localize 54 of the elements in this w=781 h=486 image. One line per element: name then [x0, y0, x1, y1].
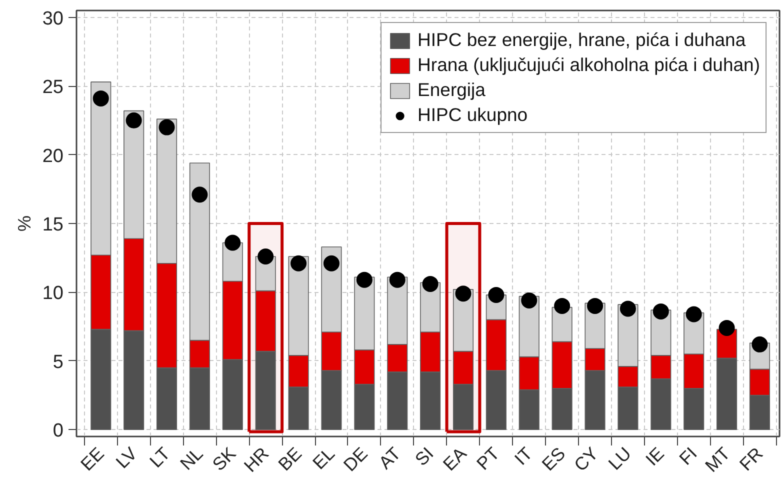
- x-tick-label: EE: [76, 443, 108, 475]
- point: [192, 186, 208, 203]
- x-tick-label: NL: [176, 443, 207, 474]
- point: [258, 248, 274, 264]
- x-tick-label: LU: [604, 443, 636, 474]
- x-tick-label: MT: [701, 443, 734, 476]
- point: [488, 286, 504, 303]
- point: [422, 276, 438, 292]
- x-tick-label: IT: [510, 443, 536, 469]
- x-tick-label: SK: [208, 443, 240, 475]
- x-tick-label: PT: [472, 443, 504, 474]
- y-tick-label: 0: [52, 420, 64, 442]
- point: [126, 112, 142, 128]
- point: [587, 298, 604, 314]
- point: [290, 255, 307, 272]
- x-tick-label: IE: [642, 443, 668, 470]
- point: [323, 255, 340, 272]
- x-tick-label: EA: [439, 443, 470, 475]
- legend-label: Hrana (uključujući alkoholna pića i duhan): [418, 54, 760, 76]
- y-tick-label: 5: [52, 352, 64, 373]
- point: [455, 286, 472, 302]
- y-axis-title: %: [14, 215, 34, 232]
- x-tick-label: BE: [274, 443, 306, 475]
- x-tick-label: LT: [146, 443, 174, 472]
- point: [521, 292, 538, 308]
- legend-label: HIPC ukupno: [418, 104, 528, 126]
- legend-label: HIPC bez energije, hrane, pića i duhana: [418, 29, 746, 51]
- point: [356, 272, 372, 288]
- x-tick-label: EL: [308, 443, 339, 474]
- point: [652, 303, 669, 320]
- y-tick-label: 15: [42, 214, 64, 236]
- x-tick-label: CY: [570, 443, 602, 476]
- x-tick-label: ES: [538, 443, 570, 475]
- x-tick-label: AT: [374, 443, 404, 473]
- x-tick-label: DE: [340, 443, 372, 476]
- y-tick-label: 25: [42, 77, 64, 98]
- point: [158, 119, 175, 136]
- x-tick-label: HR: [240, 443, 273, 476]
- y-tick-label: 30: [42, 8, 64, 30]
- point: [554, 298, 570, 314]
- point: [752, 336, 768, 352]
- x-tick-label: LV: [112, 443, 141, 472]
- y-tick-label: 10: [42, 283, 64, 304]
- y-tick-label: 20: [42, 146, 64, 167]
- point: [718, 320, 735, 336]
- point: [620, 300, 636, 317]
- x-tick-label: FR: [736, 443, 767, 475]
- x-tick-label: FI: [675, 443, 701, 469]
- point: [686, 306, 702, 322]
- point: [389, 272, 406, 288]
- point: [92, 90, 109, 106]
- point: [224, 234, 241, 251]
- legend-label: Energija: [418, 79, 486, 101]
- x-tick-label: SI: [411, 443, 438, 470]
